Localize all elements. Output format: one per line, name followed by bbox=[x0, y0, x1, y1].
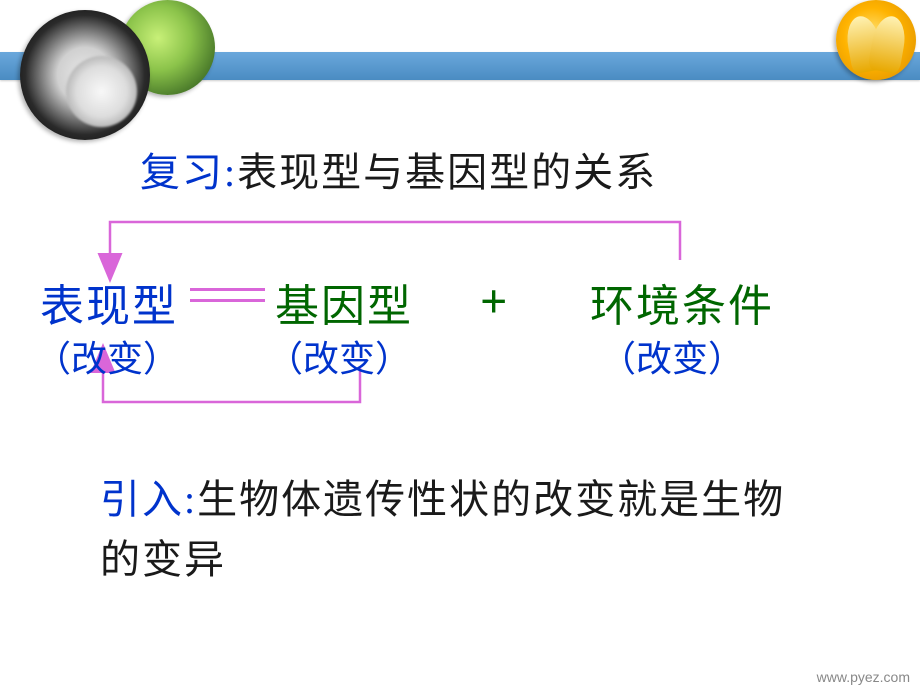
env-sublabel: （改变） bbox=[600, 330, 774, 382]
plus-symbol: + bbox=[480, 274, 507, 329]
node-phenotype: 表现型 （改变） bbox=[40, 270, 179, 382]
genotype-sublabel: （改变） bbox=[267, 330, 413, 382]
intro-text: 引入:生物体遗传性状的改变就是生物的变异 bbox=[100, 470, 820, 590]
node-environment: 环境条件 （改变） bbox=[590, 270, 774, 382]
phenotype-sublabel: （改变） bbox=[35, 330, 179, 382]
review-title: 复习:表现型与基因型的关系 bbox=[140, 140, 657, 198]
genotype-label: 基因型 bbox=[275, 282, 413, 331]
env-label: 环境条件 bbox=[590, 282, 774, 331]
equals-symbol bbox=[190, 288, 265, 310]
phenotype-label: 表现型 bbox=[40, 282, 178, 331]
arrow-env-to-phenotype bbox=[110, 222, 680, 260]
decorative-circle-tulip bbox=[836, 0, 916, 80]
review-prefix: 复习: bbox=[140, 150, 237, 195]
node-genotype: 基因型 （改变） bbox=[275, 270, 413, 382]
intro-body: 生物体遗传性状的改变就是生物的变异 bbox=[100, 477, 785, 582]
decorative-circle-dandelion bbox=[20, 10, 150, 140]
review-title-text: 表现型与基因型的关系 bbox=[237, 150, 657, 195]
intro-prefix: 引入: bbox=[100, 477, 197, 522]
footer-url: www.pyez.com bbox=[817, 669, 910, 685]
